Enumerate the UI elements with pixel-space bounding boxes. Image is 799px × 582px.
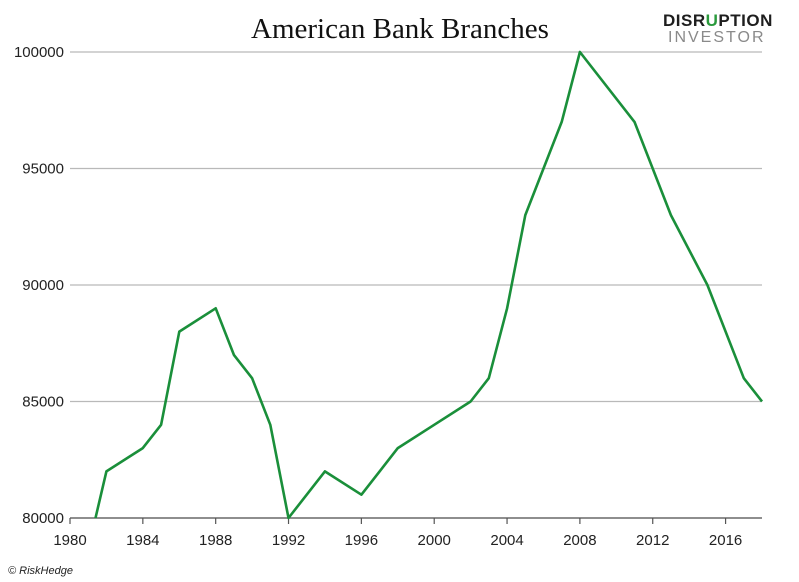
logo-wordmark-top: DISRUPTION [663, 11, 773, 30]
gridlines [70, 51, 762, 519]
y-tick-label: 100000 [14, 44, 64, 61]
y-tick-label: 85000 [22, 394, 64, 411]
x-tick-label: 2016 [709, 532, 742, 549]
brand-logo: DISRUPTION INVESTOR [663, 11, 773, 46]
x-tick-label: 2008 [563, 532, 596, 549]
x-axis-ticks: 1980 1984 1988 1992 1996 2000 2004 2008 2012 2016 [53, 518, 742, 549]
x-tick-label: 1988 [199, 532, 232, 549]
x-tick-label: 1980 [53, 532, 86, 549]
y-tick-label: 80000 [22, 510, 64, 527]
x-tick-label: 1996 [345, 532, 378, 549]
x-tick-label: 2000 [418, 532, 451, 549]
y-tick-label: 90000 [22, 277, 64, 294]
series-line-branches [94, 50, 764, 520]
chart-title: American Bank Branches [251, 13, 549, 45]
x-tick-label: 2004 [490, 532, 523, 549]
copyright-credit: © RiskHedge [8, 565, 73, 577]
x-tick-label: 2012 [636, 532, 669, 549]
x-tick-label: 1992 [272, 532, 305, 549]
y-tick-label: 95000 [22, 161, 64, 178]
y-axis-ticks: 80000 85000 90000 95000 100000 [14, 44, 64, 527]
x-tick-label: 1984 [126, 532, 159, 549]
logo-wordmark-bottom: INVESTOR [668, 29, 766, 46]
